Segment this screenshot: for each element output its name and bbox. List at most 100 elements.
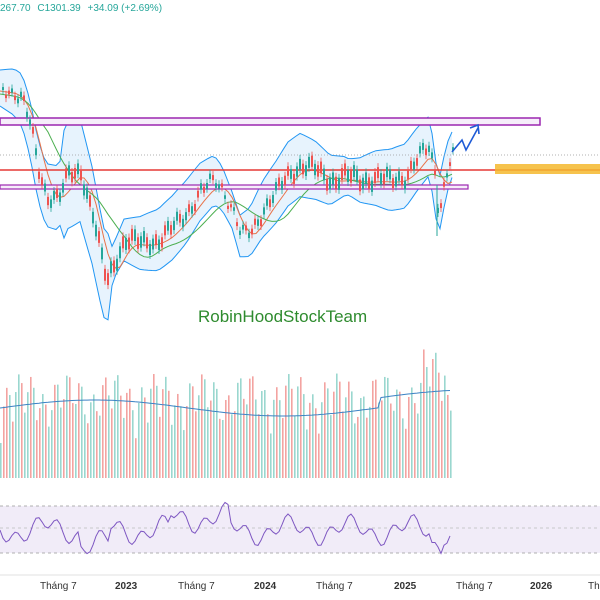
- volume-bar: [288, 374, 290, 478]
- candle-body: [44, 183, 46, 192]
- volume-bar: [258, 414, 260, 478]
- volume-bar: [318, 433, 320, 478]
- candle-body: [260, 219, 262, 227]
- candle-body: [65, 168, 67, 179]
- volume-bar: [6, 387, 8, 478]
- candle-body: [359, 179, 361, 192]
- volume-bar: [327, 388, 329, 478]
- candle-body: [170, 225, 172, 235]
- volume-bar: [363, 396, 365, 478]
- volume-bar: [429, 386, 431, 478]
- candle-body: [410, 160, 412, 170]
- volume-bar: [291, 388, 293, 478]
- candle-body: [236, 222, 238, 227]
- candle-body: [275, 182, 277, 191]
- bollinger-fill: [0, 69, 452, 320]
- volume-bar: [66, 375, 68, 478]
- candle-body: [5, 94, 7, 99]
- candle-body: [200, 183, 202, 190]
- candle-body: [95, 224, 97, 237]
- candle-body: [374, 172, 376, 184]
- volume-bar: [69, 377, 71, 478]
- volume-bar: [339, 381, 341, 478]
- volume-bar: [324, 382, 326, 478]
- axis-label-2024: 2024: [254, 581, 277, 592]
- volume-bar: [111, 408, 113, 478]
- volume-bar: [225, 399, 227, 478]
- candle-body: [182, 218, 184, 228]
- volume-bar: [213, 382, 215, 478]
- candle-body: [110, 261, 112, 274]
- volume-bar: [285, 385, 287, 478]
- volume-bar: [309, 402, 311, 478]
- candle-body: [338, 177, 340, 190]
- volume-bar: [321, 402, 323, 478]
- volume-bar: [231, 414, 233, 478]
- volume-bar: [426, 367, 428, 478]
- volume-bar: [375, 379, 377, 478]
- candle-body: [290, 169, 292, 179]
- candle-body: [305, 165, 307, 177]
- volume-bar: [183, 430, 185, 478]
- candle-body: [191, 206, 193, 214]
- volume-bar: [195, 411, 197, 478]
- volume-bar: [147, 422, 149, 478]
- candle-body: [155, 234, 157, 245]
- candle-body: [308, 156, 310, 168]
- volume-bar: [177, 393, 179, 478]
- volume-bar: [123, 417, 125, 478]
- candle-body: [416, 158, 418, 166]
- volume-bar: [174, 405, 176, 478]
- candle-body: [209, 173, 211, 180]
- volume-bar: [180, 406, 182, 478]
- candle-body: [218, 184, 220, 189]
- candle-body: [23, 95, 25, 102]
- volume-bar: [294, 415, 296, 478]
- candle-body: [101, 247, 103, 260]
- volume-bar: [138, 402, 140, 478]
- volume-bar: [27, 392, 29, 478]
- candle-body: [431, 152, 433, 159]
- volume-bar: [219, 418, 221, 478]
- axis-label-2025: 2025: [394, 581, 417, 592]
- candle-body: [80, 169, 82, 181]
- candle-body: [11, 88, 13, 93]
- candle-body: [233, 207, 235, 211]
- candle-body: [287, 166, 289, 176]
- candle-body: [212, 175, 214, 181]
- candle-body: [281, 180, 283, 190]
- candle-body: [113, 260, 115, 273]
- volume-bar: [306, 429, 308, 478]
- volume-bar: [357, 416, 359, 478]
- volume-bar: [90, 402, 92, 478]
- candle-body: [284, 175, 286, 185]
- volume-bar: [18, 374, 20, 478]
- volume-bar: [378, 402, 380, 478]
- volume-bar: [336, 373, 338, 478]
- candle-body: [161, 237, 163, 248]
- volume-bar: [24, 412, 26, 478]
- volume-bar: [15, 392, 17, 478]
- candle-body: [53, 191, 55, 200]
- volume-bar: [366, 417, 368, 478]
- forecast-path: [451, 127, 479, 153]
- volume-bar: [189, 383, 191, 478]
- candle-body: [446, 173, 448, 178]
- volume-bar: [99, 415, 101, 478]
- candle-body: [437, 207, 439, 214]
- volume-bar: [396, 389, 398, 478]
- candle-body: [302, 163, 304, 175]
- volume-bar: [348, 381, 350, 478]
- volume-bar: [435, 352, 437, 478]
- volume-bar: [84, 414, 86, 478]
- candle-body: [272, 194, 274, 204]
- candle-body: [323, 168, 325, 181]
- candle-body: [242, 224, 244, 230]
- candle-body: [128, 237, 130, 250]
- candle-body: [425, 148, 427, 156]
- volume-bar: [114, 380, 116, 478]
- candle-body: [395, 176, 397, 187]
- volume-bar: [279, 400, 281, 478]
